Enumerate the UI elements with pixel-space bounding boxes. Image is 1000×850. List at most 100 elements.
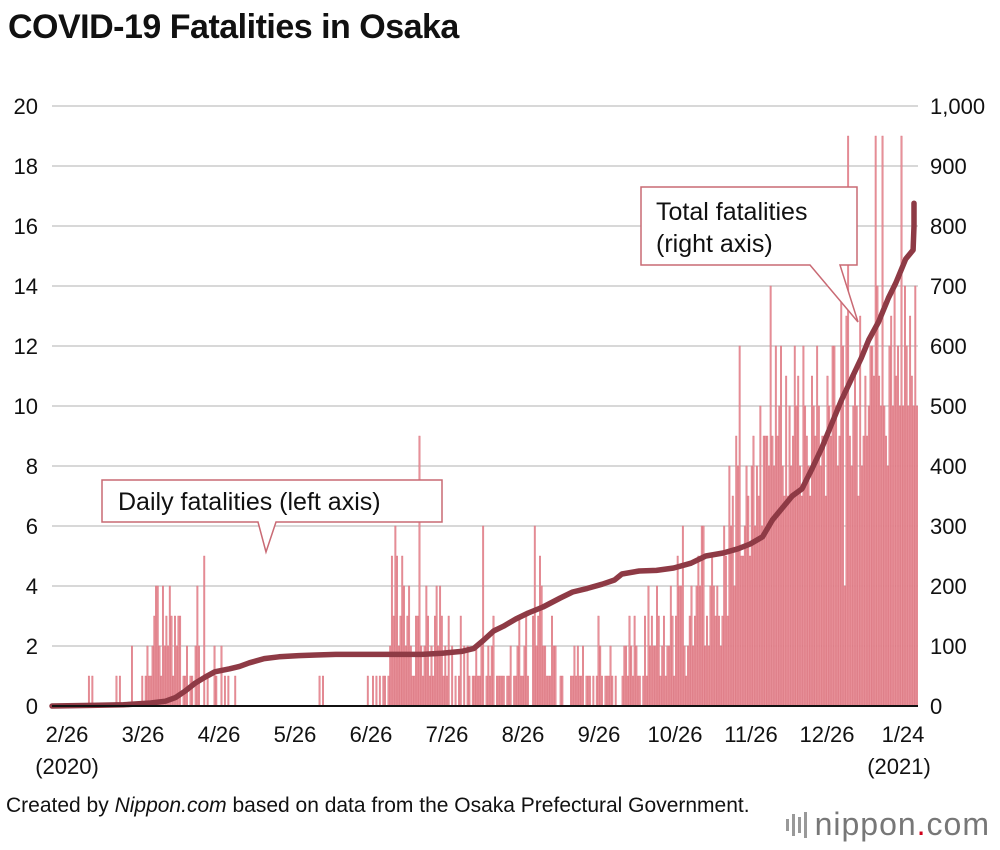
- x-year-label-end: (2021): [867, 754, 931, 779]
- logo-dot: .: [916, 806, 927, 842]
- daily-bar: [860, 465, 863, 707]
- x-tick-label: 1/24: [882, 722, 925, 747]
- daily-bar: [478, 675, 481, 707]
- daily-bar: [862, 435, 865, 707]
- daily-bar: [151, 645, 154, 707]
- daily-bar: [747, 495, 750, 707]
- x-tick-label: 5/26: [274, 722, 317, 747]
- daily-bar: [788, 405, 791, 707]
- daily-bar: [539, 555, 541, 707]
- daily-bar: [890, 315, 893, 707]
- daily-bar: [513, 675, 516, 707]
- daily-bar: [762, 435, 765, 707]
- daily-bar: [693, 615, 696, 707]
- daily-bar: [234, 675, 237, 707]
- daily-bar: [843, 585, 846, 707]
- daily-bar: [495, 675, 498, 707]
- daily-bar: [786, 495, 789, 707]
- daily-bar: [570, 675, 572, 707]
- daily-bar: [475, 645, 478, 707]
- daily-bar: [644, 615, 646, 707]
- daily-bar: [163, 645, 166, 707]
- daily-bar: [186, 645, 188, 707]
- daily-bar: [726, 615, 729, 707]
- daily-bar: [664, 675, 667, 707]
- daily-bar: [797, 375, 800, 707]
- daily-bar: [635, 645, 638, 707]
- daily-bar: [855, 405, 858, 707]
- daily-bar: [778, 405, 781, 707]
- daily-bar: [196, 585, 199, 707]
- daily-bar: [675, 615, 677, 707]
- x-tick-label: 8/26: [502, 722, 545, 747]
- daily-bar: [826, 375, 829, 707]
- daily-bar: [828, 405, 831, 707]
- daily-bar: [804, 405, 807, 707]
- daily-bar: [532, 615, 535, 707]
- daily-bar: [666, 645, 669, 707]
- daily-bar: [900, 135, 903, 707]
- daily-bar: [554, 645, 557, 707]
- daily-bar: [213, 645, 216, 707]
- daily-bar: [867, 405, 870, 707]
- daily-bar: [156, 585, 159, 707]
- daily-bar: [571, 675, 574, 707]
- daily-bar: [582, 645, 584, 707]
- right-tick-label: 800: [930, 214, 967, 239]
- right-tick-label: 200: [930, 574, 967, 599]
- axes: 0246810121416182001002003004005006007008…: [14, 94, 986, 779]
- daily-bar: [158, 645, 161, 707]
- daily-bar: [776, 435, 779, 707]
- daily-bar: [542, 645, 545, 707]
- daily-bar: [375, 675, 378, 707]
- daily-bar: [466, 645, 469, 707]
- daily-bar: [382, 675, 385, 707]
- daily-bar: [773, 465, 776, 707]
- daily-bar: [628, 615, 631, 707]
- daily-bar: [850, 465, 853, 707]
- left-tick-label: 10: [14, 394, 38, 419]
- daily-bar: [559, 675, 562, 707]
- daily-bar: [780, 345, 782, 707]
- daily-bar: [401, 555, 404, 707]
- daily-bar: [446, 675, 448, 707]
- daily-bar: [191, 675, 194, 707]
- daily-bar: [130, 645, 133, 707]
- daily-bar: [802, 345, 805, 707]
- daily-bar: [668, 645, 671, 707]
- daily-bar: [657, 615, 660, 707]
- daily-bar: [785, 375, 788, 707]
- left-tick-label: 0: [26, 694, 38, 719]
- daily-bar: [501, 675, 504, 707]
- daily-bar: [497, 675, 500, 707]
- daily-bar: [816, 345, 819, 707]
- daily-bar: [878, 375, 881, 707]
- daily-bar: [544, 645, 547, 707]
- daily-bar: [621, 675, 624, 707]
- daily-bar: [206, 675, 209, 707]
- daily-bar: [652, 645, 655, 707]
- daily-bar: [535, 645, 538, 707]
- daily-bar: [477, 675, 479, 707]
- daily-bar: [482, 525, 485, 707]
- daily-bar: [656, 585, 658, 707]
- daily-bar: [831, 345, 834, 707]
- left-tick-label: 16: [14, 214, 38, 239]
- x-tick-label: 9/26: [578, 722, 621, 747]
- daily-bar: [390, 555, 393, 707]
- daily-bar: [526, 675, 529, 707]
- daily-bar: [898, 405, 901, 707]
- daily-bar: [170, 615, 173, 707]
- daily-bar: [902, 405, 905, 707]
- daily-bar: [87, 675, 90, 707]
- x-tick-label: 6/26: [350, 722, 393, 747]
- daily-bar: [502, 675, 505, 707]
- daily-bar: [372, 675, 374, 707]
- daily-bar: [525, 615, 528, 707]
- daily-bar: [904, 285, 906, 707]
- daily-bar: [499, 675, 502, 707]
- right-tick-label: 100: [930, 634, 967, 659]
- daily-bar: [425, 585, 428, 707]
- daily-bar: [392, 615, 395, 707]
- daily-bar: [673, 675, 676, 707]
